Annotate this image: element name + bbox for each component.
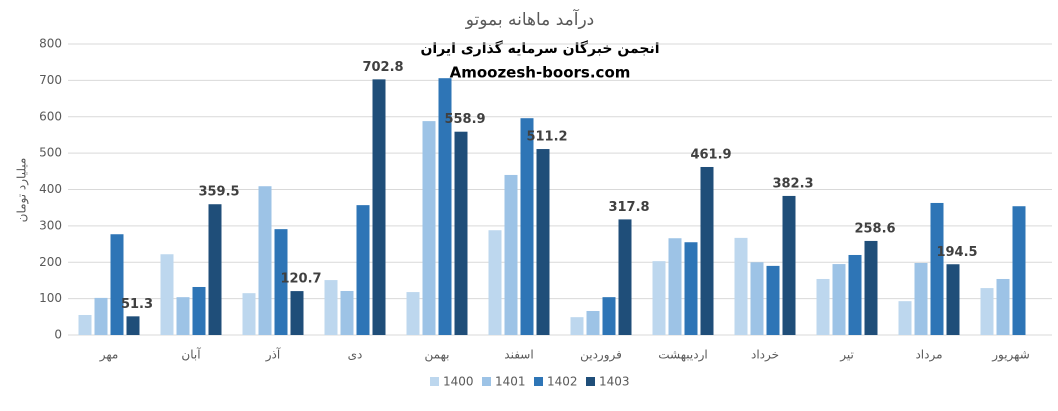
bar xyxy=(848,254,862,335)
bar xyxy=(930,202,944,335)
bar xyxy=(684,242,698,335)
bar xyxy=(242,293,256,335)
bar xyxy=(406,292,420,335)
legend-swatch xyxy=(430,377,439,386)
x-tick-label: اردیبهشت xyxy=(658,348,707,363)
y-tick-label: 800 xyxy=(39,37,62,51)
legend-label: 1402 xyxy=(547,375,578,389)
x-tick-label: دی xyxy=(348,348,363,362)
bar xyxy=(192,286,206,335)
data-label: 702.8 xyxy=(362,60,403,75)
bar xyxy=(110,234,124,335)
data-label: 461.9 xyxy=(690,147,731,162)
annotation: Amoozesh-boors.com xyxy=(450,64,631,82)
bar xyxy=(438,78,452,335)
bar xyxy=(700,166,714,335)
data-label: 317.8 xyxy=(608,200,649,215)
x-tick-label: خرداد xyxy=(751,348,779,363)
bar xyxy=(618,219,632,335)
bar xyxy=(734,237,748,335)
x-tick-label: اسفند xyxy=(504,348,533,362)
bar xyxy=(454,131,468,335)
bar xyxy=(668,238,682,335)
bar xyxy=(946,264,960,335)
y-tick-label: 300 xyxy=(39,218,62,232)
data-label: 51.3 xyxy=(121,297,153,312)
x-tick-label: آذر xyxy=(265,347,281,363)
bar xyxy=(356,205,370,335)
bar xyxy=(750,262,764,335)
bar xyxy=(832,264,846,335)
bar xyxy=(766,265,780,335)
bar xyxy=(372,79,386,335)
x-tick-label: آبان xyxy=(181,347,201,362)
bar xyxy=(504,174,518,335)
x-tick-label: فروردین xyxy=(580,348,622,363)
y-tick-label: 700 xyxy=(39,73,62,87)
bar xyxy=(536,149,550,335)
bar xyxy=(258,186,272,335)
bar xyxy=(816,278,830,335)
bar xyxy=(996,278,1010,335)
y-tick-label: 200 xyxy=(39,255,62,269)
y-tick-label: 100 xyxy=(39,291,62,305)
legend-swatch xyxy=(482,377,491,386)
bar xyxy=(340,290,354,335)
bar xyxy=(160,254,174,335)
bar xyxy=(274,229,288,335)
bar xyxy=(520,118,534,335)
bar xyxy=(422,121,436,336)
legend-swatch xyxy=(534,377,543,386)
y-tick-label: 500 xyxy=(39,146,62,160)
chart-title: درآمد ماهانه بموتو xyxy=(465,8,594,30)
data-label: 258.6 xyxy=(854,221,895,236)
bar xyxy=(570,317,584,335)
bar xyxy=(586,310,600,335)
legend-swatch xyxy=(586,377,595,386)
x-tick-label: بهمن xyxy=(425,348,450,363)
y-tick-label: 0 xyxy=(54,328,62,342)
bar xyxy=(94,297,108,335)
legend-label: 1400 xyxy=(443,375,474,389)
data-label: 558.9 xyxy=(444,112,485,127)
bar xyxy=(290,291,304,335)
annotation: انجمن خبرگان سرمایه گذاری ایران xyxy=(420,40,659,57)
bar xyxy=(864,240,878,335)
bar xyxy=(488,230,502,335)
bar xyxy=(898,301,912,335)
bar xyxy=(980,288,994,335)
data-label: 194.5 xyxy=(936,245,977,260)
legend-label: 1403 xyxy=(599,375,630,389)
bar xyxy=(78,314,92,335)
data-label: 120.7 xyxy=(280,272,321,287)
x-tick-label: مرداد xyxy=(915,348,942,363)
data-label: 382.3 xyxy=(772,176,813,191)
bar xyxy=(208,204,222,335)
y-axis-label: میلیارد تومان xyxy=(15,158,30,223)
data-label: 511.2 xyxy=(526,130,567,145)
bar xyxy=(782,195,796,335)
bar xyxy=(1012,206,1026,335)
bar xyxy=(126,316,140,335)
bar xyxy=(324,280,338,335)
y-tick-label: 400 xyxy=(39,182,62,196)
bar xyxy=(914,262,928,335)
x-tick-label: شهریور xyxy=(991,348,1030,363)
x-tick-label: مهر xyxy=(99,348,119,363)
bar xyxy=(602,297,616,335)
bar xyxy=(176,297,190,335)
x-tick-label: تیر xyxy=(839,348,854,363)
y-tick-label: 600 xyxy=(39,109,62,123)
data-label: 359.5 xyxy=(198,185,239,200)
bar xyxy=(652,261,666,335)
legend-label: 1401 xyxy=(495,375,526,389)
